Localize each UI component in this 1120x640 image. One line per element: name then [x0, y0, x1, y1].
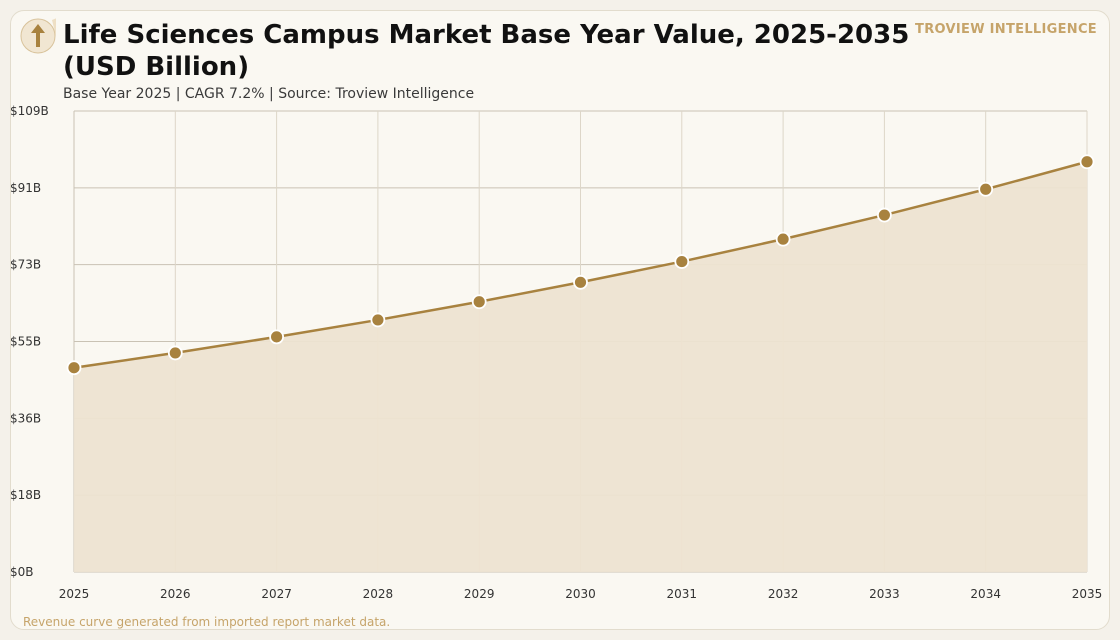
data-point-2031: [674, 254, 690, 269]
x-tick-label: 2032: [768, 587, 799, 601]
x-tick-label: 2034: [970, 587, 1001, 601]
marker-layer: [66, 154, 1095, 376]
x-axis-ticks: 2025 2026 2027 2028 2029 2030 2031 2032 2033 2034…: [59, 587, 1103, 601]
data-point-2033: [877, 207, 892, 223]
x-tick-label: 2028: [363, 587, 394, 601]
y-tick-label: $36B: [10, 411, 41, 425]
data-point-2029: [471, 294, 487, 310]
chart-subtitle: Base Year 2025 | CAGR 7.2% | Source: Tro…: [63, 86, 475, 102]
x-tick-label: 2026: [160, 587, 191, 601]
y-tick-label: $18B: [10, 488, 41, 502]
y-tick-label: $109B: [10, 104, 49, 118]
y-tick-label: $91B: [10, 181, 41, 195]
y-tick-label: $55B: [10, 335, 41, 349]
x-tick-label: 2033: [869, 587, 900, 601]
x-tick-label: 2035: [1072, 587, 1103, 601]
data-point-2032: [775, 231, 791, 247]
x-tick-label: 2031: [667, 587, 698, 601]
data-point-2030: [573, 274, 588, 290]
data-point-2034: [978, 181, 994, 197]
series-area: [74, 161, 1087, 572]
data-point-2027: [269, 329, 285, 345]
chart-title: Life Sciences Campus Market Base Year Va…: [63, 20, 910, 82]
x-tick-label: 2027: [261, 587, 292, 601]
chart-footnote: Revenue curve generated from imported re…: [23, 615, 391, 629]
y-axis-ticks: $0B $18B $36B $55B $73B $91B $109B: [10, 104, 49, 579]
data-point-2025: [66, 360, 82, 376]
brand-label: TROVIEW INTELLIGENCE: [915, 22, 1097, 37]
data-point-2026: [167, 345, 183, 361]
y-tick-label: $73B: [10, 258, 41, 272]
data-point-2035: [1079, 154, 1095, 170]
x-tick-label: 2025: [59, 587, 90, 601]
rising-arrow-icon: [20, 18, 56, 54]
y-tick-label: $0B: [10, 565, 34, 579]
x-tick-label: 2030: [565, 587, 596, 601]
data-point-2028: [370, 312, 386, 328]
x-tick-label: 2029: [464, 587, 495, 601]
